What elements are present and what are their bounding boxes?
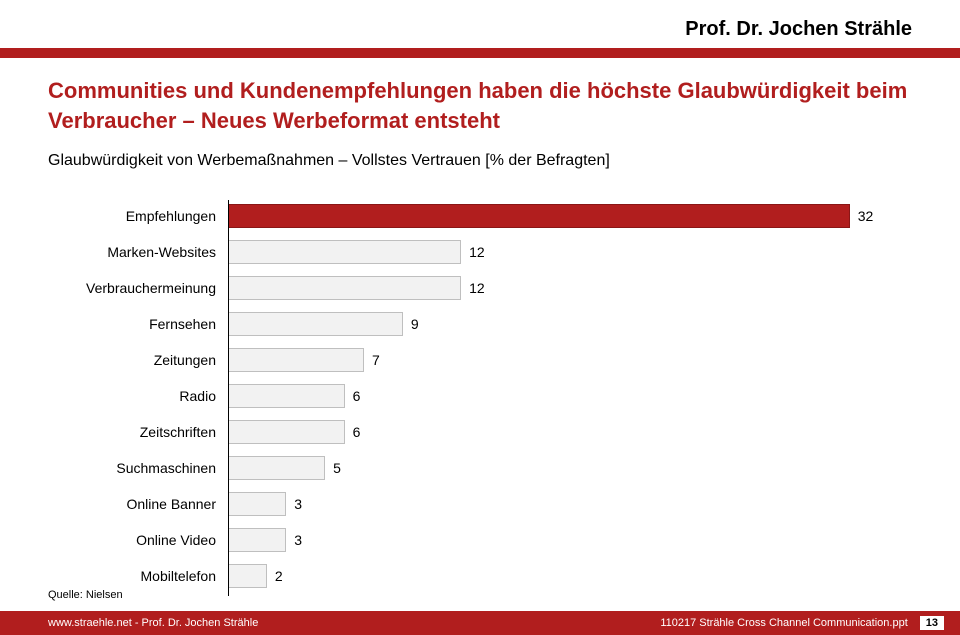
bar-cell: 12 (228, 240, 912, 264)
chart-row: Suchmaschinen 5 (48, 452, 912, 484)
chart-row: Marken-Websites 12 (48, 236, 912, 268)
chart-row: Online Banner 3 (48, 488, 912, 520)
bar-cell: 6 (228, 384, 912, 408)
bar (228, 492, 286, 516)
value-label: 3 (286, 528, 302, 552)
header-author: Prof. Dr. Jochen Strähle (685, 18, 912, 41)
bar (228, 420, 345, 444)
chart-row: Radio 6 (48, 380, 912, 412)
chart-row: Verbrauchermeinung 12 (48, 272, 912, 304)
header-divider (0, 48, 960, 58)
chart-row: Online Video 3 (48, 524, 912, 556)
value-label: 6 (345, 384, 361, 408)
bar (228, 456, 325, 480)
bar-cell: 32 (228, 204, 912, 228)
bar-cell: 6 (228, 420, 912, 444)
category-label: Zeitungen (48, 352, 228, 368)
slide: Prof. Dr. Jochen Strähle Communities und… (0, 0, 960, 635)
value-label: 7 (364, 348, 380, 372)
bar (228, 276, 461, 300)
category-label: Fernsehen (48, 316, 228, 332)
bar-cell: 9 (228, 312, 912, 336)
category-label: Verbrauchermeinung (48, 280, 228, 296)
bar-cell: 3 (228, 492, 912, 516)
footer: www.straehle.net - Prof. Dr. Jochen Strä… (0, 611, 960, 635)
bar (228, 348, 364, 372)
value-label: 32 (850, 204, 874, 228)
bar (228, 528, 286, 552)
category-label: Zeitschriften (48, 424, 228, 440)
slide-title: Communities und Kundenempfehlungen haben… (48, 76, 912, 135)
category-label: Radio (48, 388, 228, 404)
y-axis-line (228, 200, 229, 596)
chart-row: Zeitschriften 6 (48, 416, 912, 448)
slide-subtitle: Glaubwürdigkeit von Werbemaßnahmen – Vol… (48, 152, 610, 170)
value-label: 6 (345, 420, 361, 444)
bar-cell: 3 (228, 528, 912, 552)
value-label: 5 (325, 456, 341, 480)
category-label: Mobiltelefon (48, 568, 228, 584)
bar (228, 384, 345, 408)
value-label: 2 (267, 564, 283, 588)
category-label: Marken-Websites (48, 244, 228, 260)
source-label: Quelle: Nielsen (48, 589, 123, 601)
bar-cell: 12 (228, 276, 912, 300)
bar-cell: 2 (228, 564, 912, 588)
chart-row: Mobiltelefon 2 (48, 560, 912, 592)
bar (228, 204, 850, 228)
category-label: Online Video (48, 532, 228, 548)
category-label: Empfehlungen (48, 208, 228, 224)
chart-row: Empfehlungen 32 (48, 200, 912, 232)
chart-row: Fernsehen 9 (48, 308, 912, 340)
bar-cell: 7 (228, 348, 912, 372)
bar (228, 312, 403, 336)
bar-cell: 5 (228, 456, 912, 480)
value-label: 12 (461, 276, 485, 300)
category-label: Suchmaschinen (48, 460, 228, 476)
category-label: Online Banner (48, 496, 228, 512)
footer-right: 110217 Strähle Cross Channel Communicati… (660, 616, 944, 630)
chart-row: Zeitungen 7 (48, 344, 912, 376)
bar (228, 240, 461, 264)
value-label: 12 (461, 240, 485, 264)
value-label: 9 (403, 312, 419, 336)
page-number: 13 (920, 616, 944, 630)
footer-left-text: www.straehle.net - Prof. Dr. Jochen Strä… (48, 617, 660, 629)
value-label: 3 (286, 492, 302, 516)
footer-right-text: 110217 Strähle Cross Channel Communicati… (660, 617, 907, 629)
credibility-bar-chart: Empfehlungen32Marken-Websites12Verbrauch… (48, 200, 912, 596)
bar (228, 564, 267, 588)
